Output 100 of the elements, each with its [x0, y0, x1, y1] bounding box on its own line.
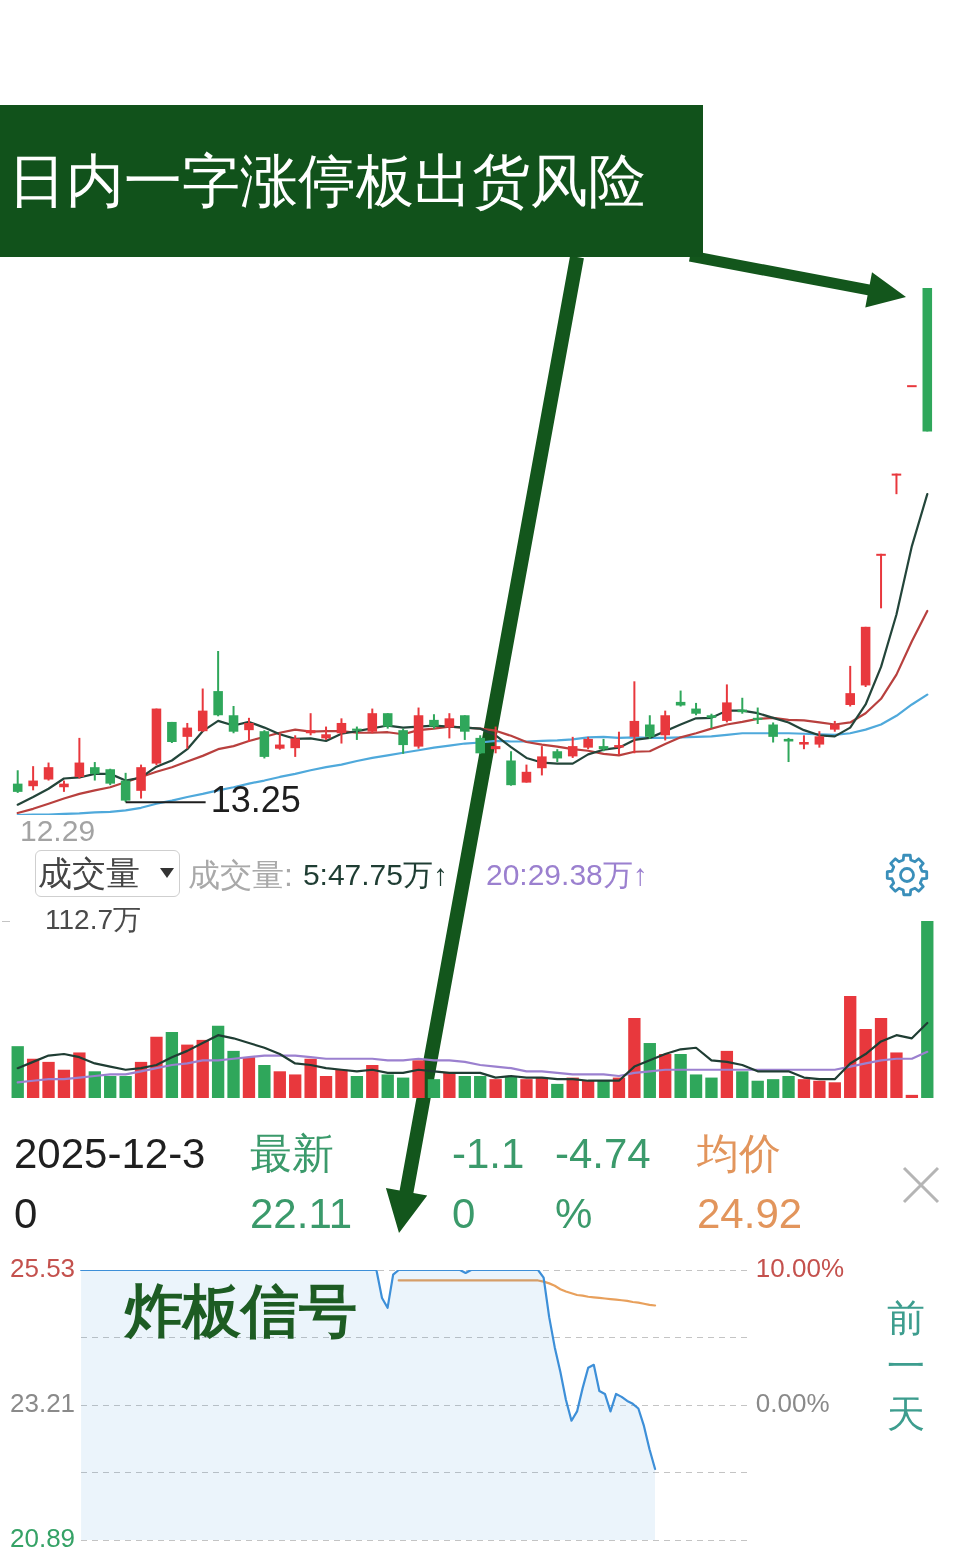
bar [489, 1079, 502, 1098]
bar [196, 1039, 209, 1098]
candlestick [305, 712, 316, 737]
candlestick [629, 680, 640, 755]
candlestick [74, 736, 85, 780]
bar [335, 1069, 348, 1098]
bar [782, 1076, 795, 1098]
candlestick [398, 727, 408, 755]
text: 最新 [250, 1129, 335, 1179]
dropdown: 成交量 [35, 850, 180, 897]
bar [119, 1076, 132, 1098]
text: 20:29.38万↑ [485, 857, 648, 893]
text: 24.92 [697, 1189, 804, 1239]
candlestick [136, 763, 146, 800]
bar [73, 1052, 86, 1098]
text: 均价 [697, 1129, 782, 1179]
bar [381, 1074, 394, 1098]
text: 12.29 [20, 814, 96, 849]
bar [890, 1052, 903, 1098]
bar [366, 1065, 379, 1098]
bar [443, 1072, 456, 1098]
bar [628, 1017, 641, 1098]
candlestick [336, 717, 347, 745]
bar [874, 1017, 888, 1098]
bar [689, 1074, 703, 1098]
text: 22.11 [250, 1189, 353, 1239]
candlestick [876, 552, 886, 610]
bar [165, 1032, 179, 1098]
candlestick [660, 709, 670, 742]
bar [520, 1079, 533, 1098]
bar [150, 1036, 163, 1098]
chart-title: 日内一字涨停板出货风险 [8, 147, 646, 215]
bar [921, 921, 934, 1098]
candlestick [768, 721, 778, 744]
bar [304, 1058, 317, 1098]
bar [242, 1057, 256, 1098]
bar [474, 1076, 487, 1098]
y-tick-label: 20.89 [9, 1523, 76, 1554]
bar [11, 1046, 24, 1098]
bar [412, 1060, 425, 1098]
bar [813, 1080, 826, 1098]
text: 前一天 [886, 1295, 926, 1437]
bar [350, 1076, 364, 1098]
bar [844, 995, 857, 1098]
y2-tick-label: 0.00% [755, 1388, 830, 1419]
candlestick [197, 687, 208, 733]
annotation: 炸板信号 [125, 1278, 357, 1345]
bar [705, 1077, 718, 1098]
text: -4.74% [555, 1129, 652, 1239]
candlestick [182, 721, 193, 750]
bar [905, 1094, 919, 1098]
bar [797, 1079, 811, 1098]
bar [427, 1079, 441, 1098]
bar [659, 1054, 672, 1098]
bar [828, 1082, 841, 1098]
candlestick [891, 472, 902, 496]
bar [104, 1076, 117, 1098]
text: 2025-12-30 [14, 1129, 207, 1239]
bar [597, 1080, 610, 1098]
bar [859, 1028, 872, 1098]
bar [736, 1071, 749, 1098]
y-tick-label: 112.7万 [45, 903, 141, 935]
annotation: 13.25 [210, 779, 301, 821]
candlestick [537, 745, 547, 777]
candlestick [12, 769, 23, 794]
candlestick [845, 664, 855, 708]
bar [751, 1080, 764, 1098]
candlestick [722, 683, 732, 724]
text: -1.10 [452, 1129, 526, 1239]
bar [258, 1065, 271, 1098]
candlestick [367, 707, 378, 735]
candlestick [475, 734, 485, 755]
bar [289, 1074, 302, 1098]
bar [319, 1076, 333, 1098]
bar [766, 1079, 780, 1098]
banner: 日内一字涨停板出货风险 [0, 105, 703, 257]
candlestick [28, 765, 38, 792]
candlestick [460, 714, 470, 741]
candlestick [614, 730, 624, 756]
bar [42, 1061, 55, 1098]
bar [396, 1077, 410, 1098]
candlestick [490, 725, 501, 755]
candlestick [90, 761, 100, 782]
bar [211, 1025, 225, 1098]
bar [551, 1083, 564, 1098]
bar [674, 1054, 687, 1098]
bar [227, 1050, 240, 1098]
candlestick [120, 771, 131, 804]
candlestick [567, 735, 578, 759]
text: 5:47.75万↑ [302, 857, 448, 893]
y-tick-label: 25.53 [9, 1253, 76, 1284]
candlestick [645, 714, 655, 740]
candlestick [444, 712, 455, 740]
bar [273, 1071, 286, 1098]
candlestick [228, 705, 239, 735]
bar [535, 1077, 549, 1098]
bar [88, 1071, 101, 1098]
y2-tick-label: 10.00% [755, 1253, 845, 1284]
y-tick-label: 23.21 [9, 1388, 76, 1419]
bar [581, 1080, 595, 1098]
